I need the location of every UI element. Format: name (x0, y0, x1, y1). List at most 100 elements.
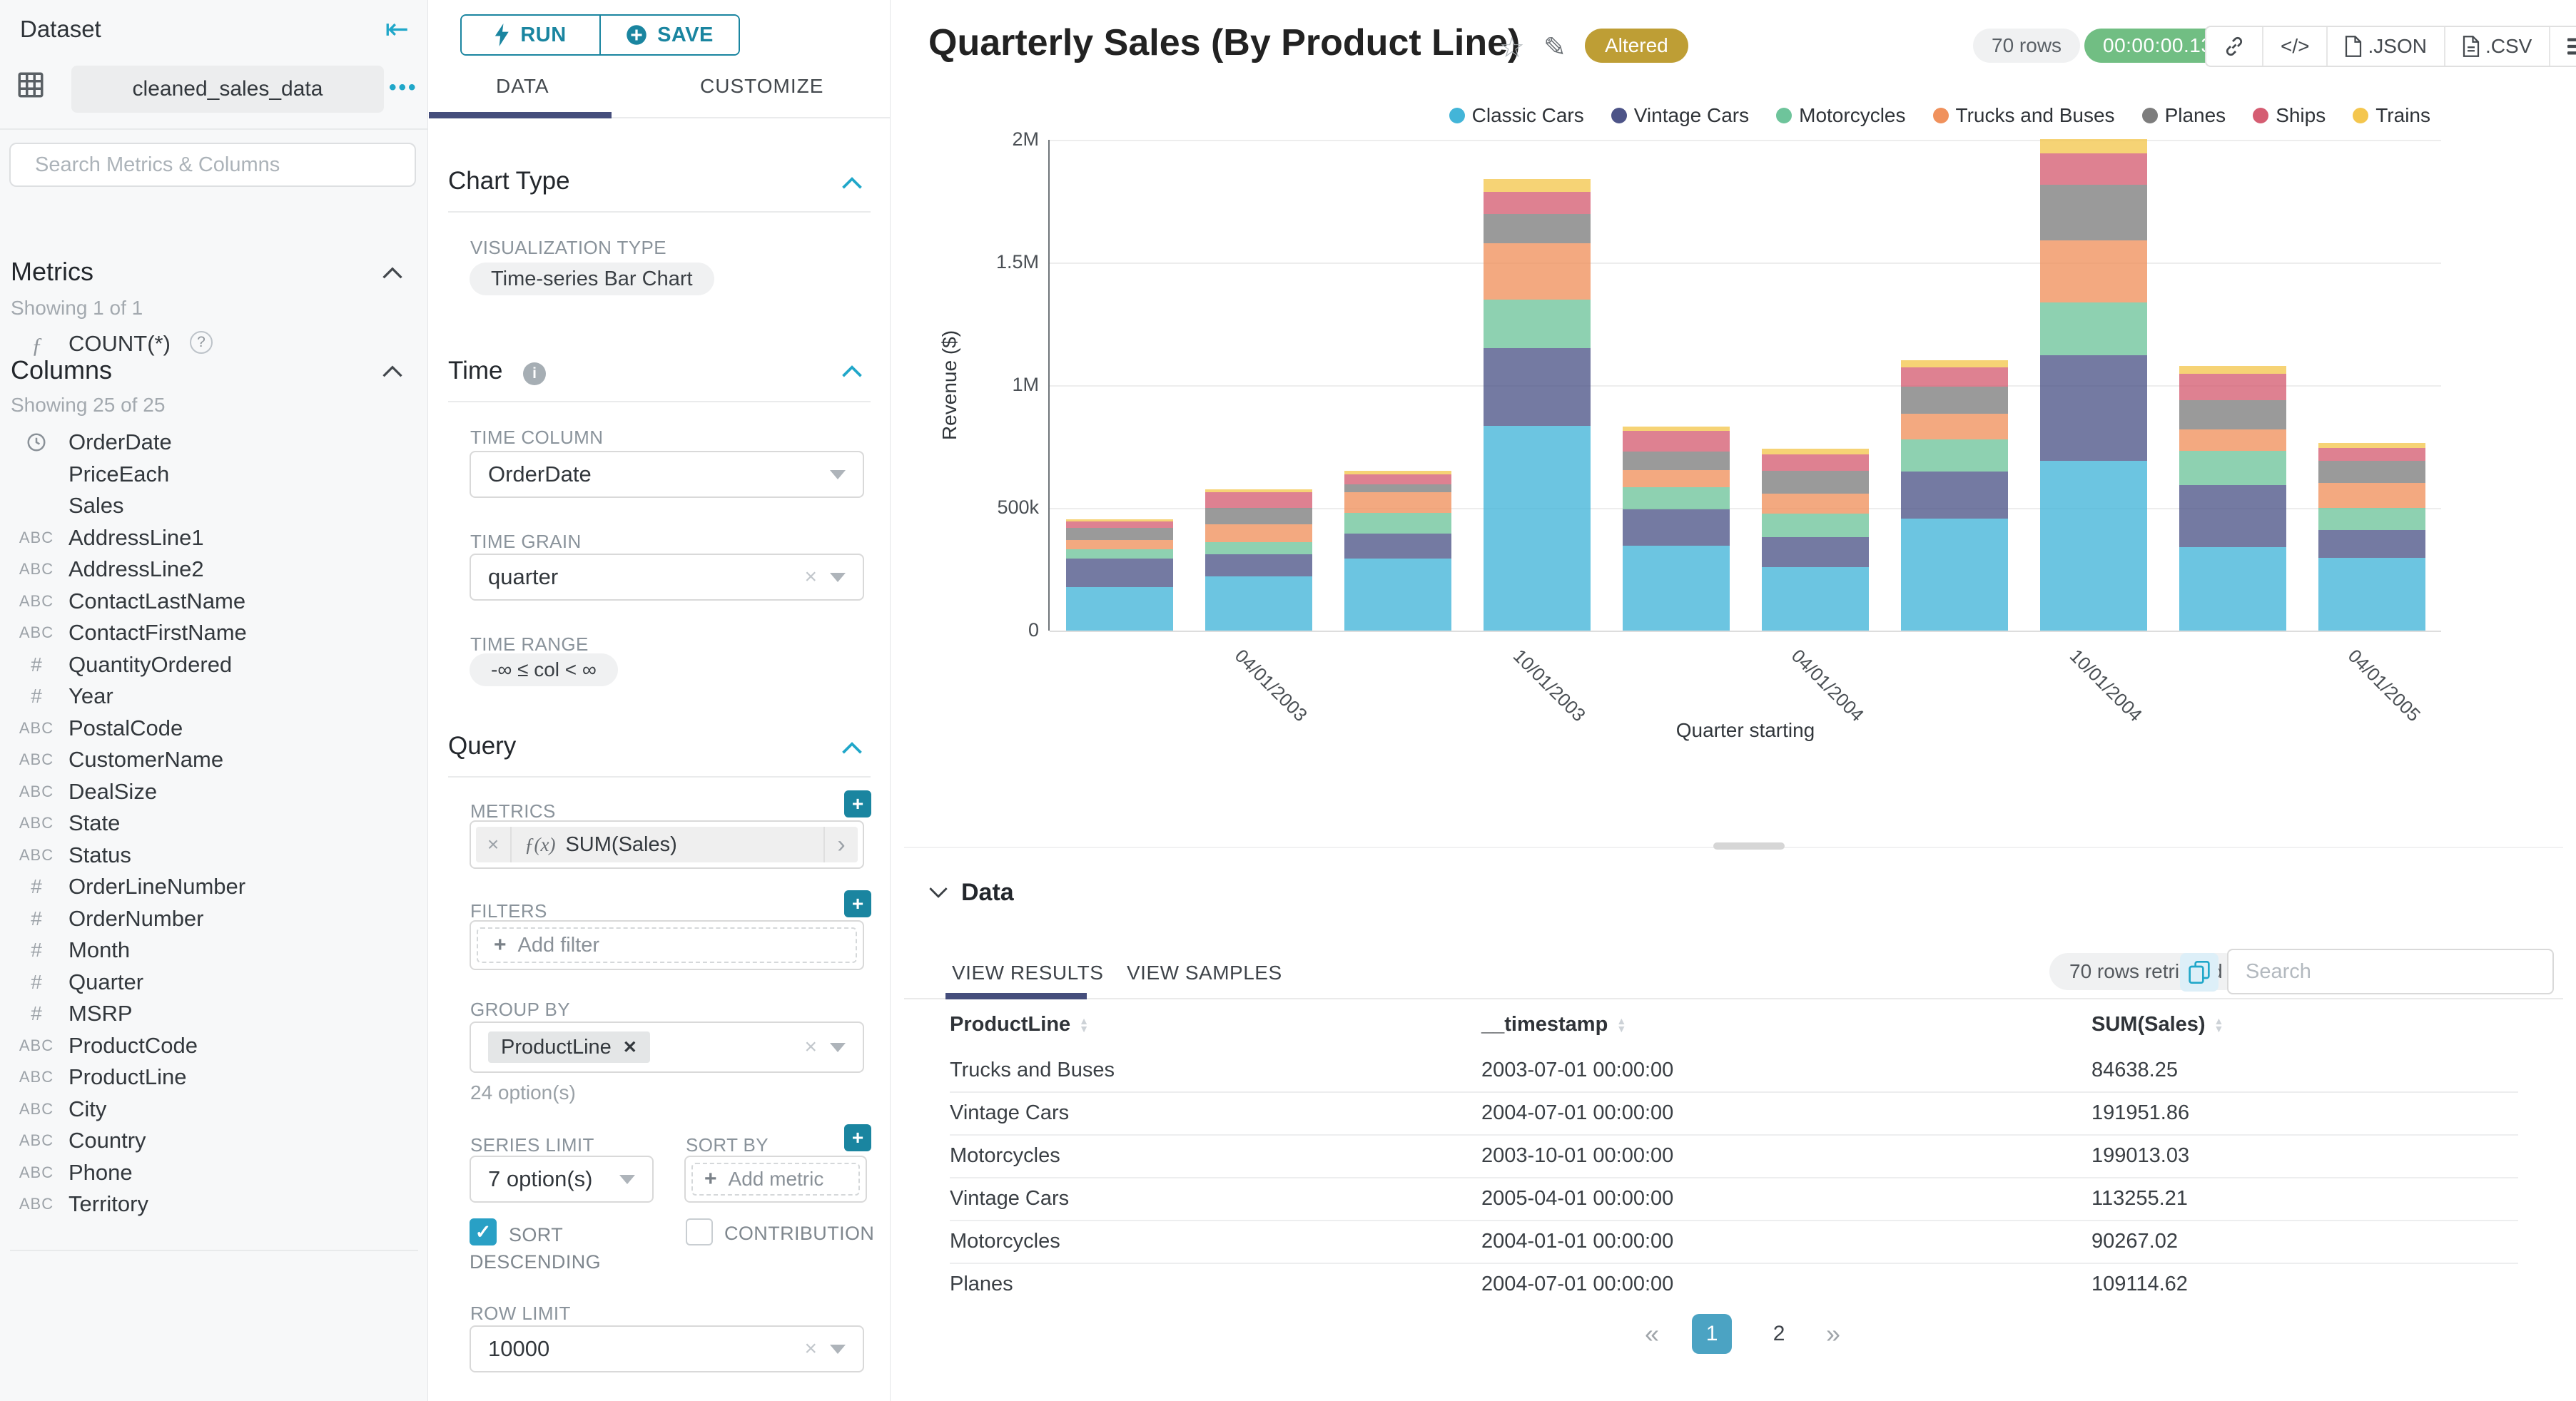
bar-segment[interactable] (2039, 185, 2147, 240)
table-search-input[interactable] (2227, 949, 2554, 994)
bar-segment[interactable] (1622, 427, 1730, 431)
export-json-button[interactable]: .JSON (2326, 27, 2443, 66)
column-item[interactable]: ABC Country (0, 1126, 427, 1158)
column-item[interactable]: # Year (0, 682, 427, 713)
legend-item[interactable]: Ships (2253, 104, 2326, 127)
bar-segment[interactable] (1344, 534, 1451, 559)
clear-icon[interactable]: × (804, 1337, 817, 1360)
bar-segment[interactable] (1761, 454, 1869, 471)
bar-segment[interactable] (1622, 469, 1730, 487)
row-limit-select[interactable]: 10000 × (470, 1325, 864, 1372)
metric-item[interactable]: ƒ COUNT(*) ? (0, 330, 427, 364)
embed-code-button[interactable]: </> (2262, 27, 2326, 66)
bar-segment[interactable] (2179, 429, 2286, 452)
bar-segment[interactable] (1622, 509, 1730, 546)
bar-segment[interactable] (1344, 474, 1451, 485)
column-item[interactable]: ABC Phone (0, 1158, 427, 1190)
chevron-down-icon[interactable] (928, 886, 948, 899)
column-item[interactable]: ABC Territory (0, 1190, 427, 1221)
bar-segment[interactable] (1761, 567, 1869, 631)
bar-segment[interactable] (1483, 299, 1591, 349)
dataset-name[interactable]: cleaned_sales_data (71, 66, 384, 113)
chevron-up-icon[interactable] (382, 267, 403, 280)
bar-segment[interactable] (1622, 546, 1730, 631)
add-filter-dropzone[interactable]: + Add filter (477, 927, 857, 963)
add-metric-button[interactable]: + (844, 790, 871, 817)
pagination-page-2[interactable]: 2 (1773, 1322, 1785, 1345)
metric-chip[interactable]: × ƒ(x) SUM(Sales) › (476, 827, 858, 862)
more-options-menu-button[interactable] (2549, 27, 2576, 66)
column-item[interactable]: ABC ProductLine (0, 1063, 427, 1094)
bar-segment[interactable] (2318, 507, 2425, 530)
bar-segment[interactable] (1065, 527, 1173, 541)
bar-segment[interactable] (1900, 367, 2008, 387)
add-sort-metric-button[interactable]: + (844, 1124, 871, 1151)
bar-segment[interactable] (2039, 355, 2147, 461)
bar-segment[interactable] (1622, 486, 1730, 509)
bar-segment[interactable] (1344, 512, 1451, 534)
search-metrics-columns-input[interactable] (9, 143, 416, 187)
help-icon[interactable]: ? (190, 331, 213, 354)
bar-segment[interactable] (1900, 413, 2008, 440)
panel-resize-handle[interactable] (1713, 842, 1785, 850)
series-limit-select[interactable]: 7 option(s) (470, 1156, 654, 1203)
bar-segment[interactable] (2318, 448, 2425, 461)
bar-segment[interactable] (1483, 348, 1591, 426)
bar-segment[interactable] (2318, 442, 2425, 449)
tab-data[interactable]: DATA (496, 75, 549, 97)
dataset-more-menu[interactable]: ••• (389, 76, 418, 99)
bar-segment[interactable] (1900, 472, 2008, 519)
column-item[interactable]: ABC CustomerName (0, 745, 427, 777)
bar-segment[interactable] (2179, 451, 2286, 485)
column-item[interactable]: Sales (0, 491, 427, 523)
bar-segment[interactable] (1205, 489, 1312, 492)
column-item[interactable]: # OrderLineNumber (0, 872, 427, 904)
bar-segment[interactable] (1483, 179, 1591, 192)
bar-segment[interactable] (1065, 521, 1173, 528)
bar-segment[interactable] (1483, 425, 1591, 631)
add-filter-button[interactable]: + (844, 890, 871, 917)
column-item[interactable]: # Month (0, 936, 427, 967)
run-button[interactable]: RUN (462, 16, 599, 54)
clear-icon[interactable]: × (804, 565, 817, 589)
collapse-dataset-panel-icon[interactable]: ⇤ (385, 14, 409, 45)
bar-segment[interactable] (1761, 470, 1869, 494)
bar-segment[interactable] (1344, 484, 1451, 492)
column-item[interactable]: ABC ContactLastName (0, 587, 427, 618)
bar-segment[interactable] (1761, 449, 1869, 455)
bar-segment[interactable] (1900, 360, 2008, 367)
tab-customize[interactable]: CUSTOMIZE (700, 75, 824, 97)
bar-segment[interactable] (1205, 554, 1312, 577)
bar-segment[interactable] (1065, 587, 1173, 631)
bar-segment[interactable] (2318, 460, 2425, 484)
column-item[interactable]: ABC State (0, 809, 427, 840)
bar-segment[interactable] (1065, 549, 1173, 559)
bar-segment[interactable] (1900, 387, 2008, 414)
chevron-up-icon[interactable] (841, 177, 863, 190)
group-by-chip[interactable]: ProductLine ✕ (488, 1031, 650, 1063)
bar-segment[interactable] (2179, 484, 2286, 547)
bar-segment[interactable] (1622, 451, 1730, 470)
bar-segment[interactable] (2318, 557, 2425, 631)
column-item[interactable]: OrderDate (0, 428, 427, 459)
info-icon[interactable]: i (523, 362, 546, 385)
bar-segment[interactable] (1205, 524, 1312, 543)
tab-view-results[interactable]: VIEW RESULTS (952, 962, 1104, 984)
bar-segment[interactable] (1900, 519, 2008, 631)
column-header[interactable]: __timestamp ▲ ▼ (1481, 1013, 1626, 1036)
clear-icon[interactable]: × (804, 1035, 817, 1059)
column-item[interactable]: # MSRP (0, 999, 427, 1031)
column-item[interactable]: ABC ContactFirstName (0, 618, 427, 650)
bar-segment[interactable] (1205, 491, 1312, 508)
bar-segment[interactable] (1344, 470, 1451, 475)
column-item[interactable]: ABC PostalCode (0, 714, 427, 745)
bar-segment[interactable] (1065, 540, 1173, 550)
column-item[interactable]: # Quarter (0, 968, 427, 999)
sort-descending-checkbox[interactable]: ✓ (470, 1218, 497, 1245)
bar-segment[interactable] (2179, 400, 2286, 430)
bar-segment[interactable] (1065, 558, 1173, 588)
time-grain-select[interactable]: quarter × (470, 554, 864, 601)
bar-segment[interactable] (2039, 240, 2147, 303)
legend-item[interactable]: Classic Cars (1449, 104, 1584, 127)
favorite-star-icon[interactable]: ☆ (1499, 32, 1525, 63)
